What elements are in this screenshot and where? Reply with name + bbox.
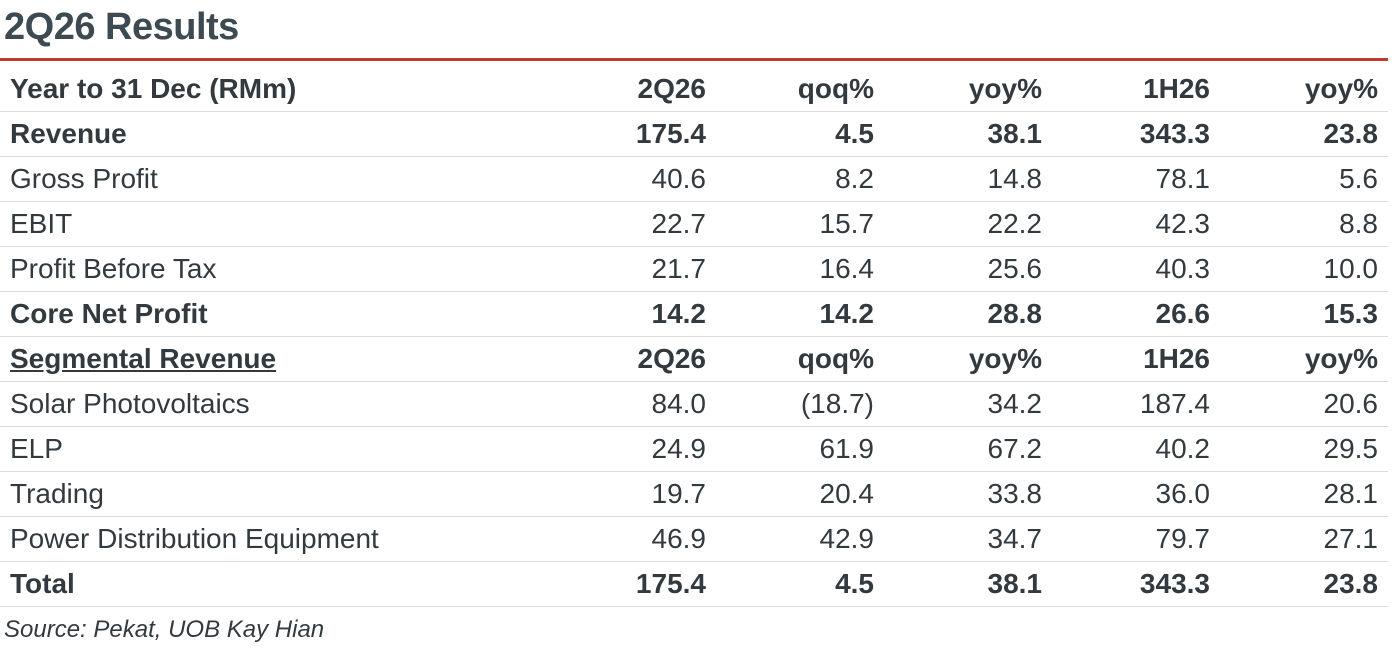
- row-label: Revenue: [0, 111, 540, 157]
- cell-yoy-1h: 15.3: [1220, 291, 1388, 337]
- cell-qoq: 4.5: [716, 111, 884, 157]
- cell-1h26: 42.3: [1052, 201, 1220, 247]
- source-note: Source: Pekat, UOB Kay Hian: [4, 616, 325, 643]
- segment-header-col-2q26: 2Q26: [540, 336, 716, 382]
- table-row-gross-profit: Gross Profit 40.6 8.2 14.8 78.1 5.6: [0, 156, 1388, 202]
- segment-header-col-yoy: yoy%: [884, 336, 1052, 382]
- cell-1h26: 343.3: [1052, 561, 1220, 607]
- row-label: Profit Before Tax: [0, 246, 540, 292]
- table-row-core-net-profit: Core Net Profit 14.2 14.2 28.8 26.6 15.3: [0, 291, 1388, 337]
- cell-qoq: (18.7): [716, 381, 884, 427]
- header-col-qoq: qoq%: [716, 67, 884, 112]
- segmental-revenue-heading: Segmental Revenue: [0, 336, 540, 382]
- cell-2q26: 21.7: [540, 246, 716, 292]
- row-label: ELP: [0, 426, 540, 472]
- row-label: EBIT: [0, 201, 540, 247]
- page-title: 2Q26 Results: [4, 6, 239, 48]
- cell-1h26: 79.7: [1052, 516, 1220, 562]
- header-col-yoy: yoy%: [884, 67, 1052, 112]
- cell-yoy: 33.8: [884, 471, 1052, 517]
- header-col-1h26: 1H26: [1052, 67, 1220, 112]
- cell-qoq: 15.7: [716, 201, 884, 247]
- table-row-revenue: Revenue 175.4 4.5 38.1 343.3 23.8: [0, 111, 1388, 157]
- table-row-trading: Trading 19.7 20.4 33.8 36.0 28.1: [0, 471, 1388, 517]
- cell-qoq: 14.2: [716, 291, 884, 337]
- cell-2q26: 46.9: [540, 516, 716, 562]
- cell-yoy: 38.1: [884, 111, 1052, 157]
- cell-qoq: 16.4: [716, 246, 884, 292]
- row-label: Segmental Revenue: [10, 343, 277, 374]
- row-label: Total: [0, 561, 540, 607]
- cell-yoy-1h: 28.1: [1220, 471, 1388, 517]
- cell-qoq: 4.5: [716, 561, 884, 607]
- cell-1h26: 40.2: [1052, 426, 1220, 472]
- row-label: Solar Photovoltaics: [0, 381, 540, 427]
- cell-yoy: 34.2: [884, 381, 1052, 427]
- cell-qoq: 20.4: [716, 471, 884, 517]
- cell-qoq: 8.2: [716, 156, 884, 202]
- cell-2q26: 24.9: [540, 426, 716, 472]
- results-table: Year to 31 Dec (RMm) 2Q26 qoq% yoy% 1H26…: [0, 67, 1388, 607]
- cell-yoy-1h: 5.6: [1220, 156, 1388, 202]
- cell-yoy-1h: 29.5: [1220, 426, 1388, 472]
- table-row-total: Total 175.4 4.5 38.1 343.3 23.8: [0, 561, 1388, 607]
- cell-yoy-1h: 23.8: [1220, 561, 1388, 607]
- row-label: Power Distribution Equipment: [0, 516, 540, 562]
- cell-yoy: 22.2: [884, 201, 1052, 247]
- segmental-header-row: Segmental Revenue 2Q26 qoq% yoy% 1H26 yo…: [0, 336, 1388, 382]
- row-label: Core Net Profit: [0, 291, 540, 337]
- table-row-elp: ELP 24.9 61.9 67.2 40.2 29.5: [0, 426, 1388, 472]
- cell-1h26: 343.3: [1052, 111, 1220, 157]
- table-header-row: Year to 31 Dec (RMm) 2Q26 qoq% yoy% 1H26…: [0, 67, 1388, 112]
- cell-yoy-1h: 20.6: [1220, 381, 1388, 427]
- cell-1h26: 26.6: [1052, 291, 1220, 337]
- cell-yoy: 14.8: [884, 156, 1052, 202]
- cell-2q26: 40.6: [540, 156, 716, 202]
- row-label: Trading: [0, 471, 540, 517]
- cell-2q26: 19.7: [540, 471, 716, 517]
- table-row-power-distribution-equipment: Power Distribution Equipment 46.9 42.9 3…: [0, 516, 1388, 562]
- cell-yoy: 38.1: [884, 561, 1052, 607]
- title-divider: [0, 58, 1388, 61]
- cell-qoq: 61.9: [716, 426, 884, 472]
- header-label: Year to 31 Dec (RMm): [0, 67, 540, 112]
- segment-header-col-qoq: qoq%: [716, 336, 884, 382]
- cell-1h26: 40.3: [1052, 246, 1220, 292]
- cell-yoy: 67.2: [884, 426, 1052, 472]
- header-col-yoy-1h: yoy%: [1220, 67, 1388, 112]
- cell-yoy: 34.7: [884, 516, 1052, 562]
- cell-2q26: 175.4: [540, 561, 716, 607]
- cell-yoy-1h: 10.0: [1220, 246, 1388, 292]
- cell-1h26: 36.0: [1052, 471, 1220, 517]
- cell-2q26: 175.4: [540, 111, 716, 157]
- cell-yoy-1h: 8.8: [1220, 201, 1388, 247]
- table-row-ebit: EBIT 22.7 15.7 22.2 42.3 8.8: [0, 201, 1388, 247]
- segment-header-col-yoy-1h: yoy%: [1220, 336, 1388, 382]
- cell-2q26: 22.7: [540, 201, 716, 247]
- cell-yoy: 28.8: [884, 291, 1052, 337]
- table-row-profit-before-tax: Profit Before Tax 21.7 16.4 25.6 40.3 10…: [0, 246, 1388, 292]
- cell-yoy-1h: 23.8: [1220, 111, 1388, 157]
- cell-yoy: 25.6: [884, 246, 1052, 292]
- cell-2q26: 14.2: [540, 291, 716, 337]
- cell-1h26: 78.1: [1052, 156, 1220, 202]
- row-label: Gross Profit: [0, 156, 540, 202]
- header-col-2q26: 2Q26: [540, 67, 716, 112]
- cell-1h26: 187.4: [1052, 381, 1220, 427]
- segment-header-col-1h26: 1H26: [1052, 336, 1220, 382]
- cell-qoq: 42.9: [716, 516, 884, 562]
- cell-2q26: 84.0: [540, 381, 716, 427]
- cell-yoy-1h: 27.1: [1220, 516, 1388, 562]
- table-row-solar-photovoltaics: Solar Photovoltaics 84.0 (18.7) 34.2 187…: [0, 381, 1388, 427]
